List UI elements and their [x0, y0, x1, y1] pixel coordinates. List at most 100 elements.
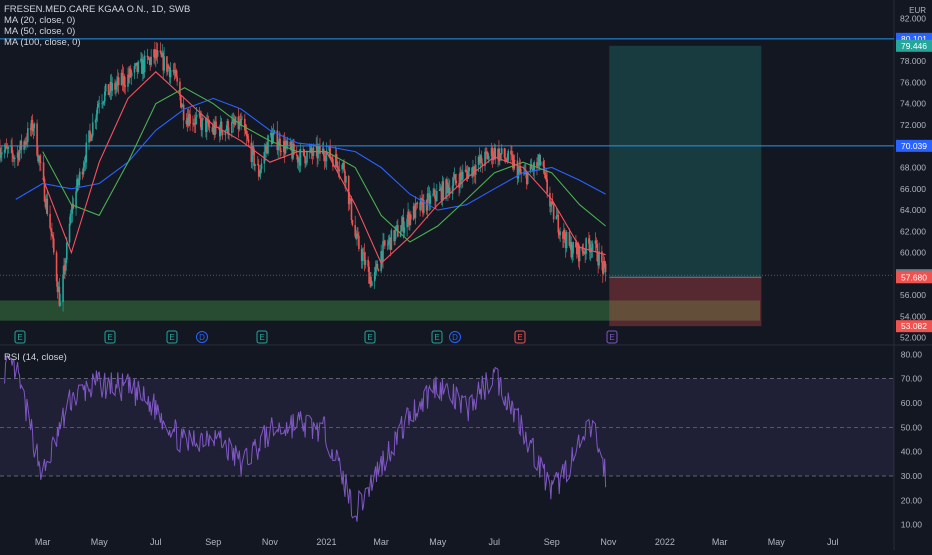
- candle-body[interactable]: [390, 230, 393, 250]
- candle-body[interactable]: [18, 150, 21, 161]
- candle-body[interactable]: [576, 247, 578, 255]
- candle-body[interactable]: [318, 145, 320, 150]
- candle-body[interactable]: [46, 198, 49, 214]
- candle-body[interactable]: [134, 64, 137, 66]
- candle-body[interactable]: [168, 67, 171, 78]
- candle-body[interactable]: [358, 235, 360, 249]
- candle-body[interactable]: [349, 198, 352, 200]
- candle-body[interactable]: [601, 251, 603, 263]
- candle-body[interactable]: [227, 121, 229, 135]
- candle-body[interactable]: [439, 187, 442, 190]
- candle-body[interactable]: [156, 50, 159, 57]
- candle-body[interactable]: [207, 120, 210, 127]
- candle-body[interactable]: [295, 154, 298, 156]
- candle-body[interactable]: [461, 171, 464, 180]
- candle-body[interactable]: [64, 265, 66, 271]
- candle-body[interactable]: [493, 148, 496, 157]
- candle-body[interactable]: [373, 272, 376, 282]
- candle-body[interactable]: [303, 149, 305, 157]
- candle-body[interactable]: [77, 179, 79, 186]
- candle-body[interactable]: [65, 259, 67, 271]
- candle-body[interactable]: [32, 128, 35, 132]
- candle-body[interactable]: [266, 145, 268, 154]
- candle-body[interactable]: [181, 104, 184, 107]
- candle-body[interactable]: [536, 162, 538, 167]
- candle-body[interactable]: [202, 118, 204, 119]
- candle-body[interactable]: [341, 164, 344, 170]
- candle-body[interactable]: [30, 119, 33, 130]
- candle-body[interactable]: [111, 83, 114, 91]
- candle-body[interactable]: [357, 233, 359, 236]
- candle-body[interactable]: [497, 148, 499, 160]
- candle-body[interactable]: [173, 71, 176, 74]
- candle-body[interactable]: [244, 118, 246, 131]
- candle-body[interactable]: [298, 157, 301, 166]
- candle-body[interactable]: [329, 146, 331, 158]
- ma100-legend[interactable]: MA (100, close, 0): [4, 37, 81, 48]
- candle-body[interactable]: [45, 198, 48, 208]
- candle-body[interactable]: [415, 203, 418, 205]
- candle-body[interactable]: [363, 252, 366, 265]
- candle-body[interactable]: [481, 163, 484, 166]
- candle-body[interactable]: [280, 150, 282, 153]
- candle-body[interactable]: [585, 238, 587, 254]
- candle-body[interactable]: [180, 95, 182, 108]
- candle-body[interactable]: [188, 114, 190, 126]
- candle-body[interactable]: [162, 53, 165, 71]
- candle-body[interactable]: [532, 168, 535, 172]
- candle-body[interactable]: [440, 187, 443, 201]
- candle-body[interactable]: [310, 147, 313, 154]
- earnings-icon[interactable]: [104, 330, 116, 344]
- candle-body[interactable]: [257, 164, 259, 165]
- candle-body[interactable]: [419, 202, 421, 211]
- candle-body[interactable]: [172, 69, 175, 72]
- candle-body[interactable]: [343, 162, 345, 172]
- candle-body[interactable]: [556, 214, 559, 217]
- candle-body[interactable]: [6, 147, 9, 149]
- candle-body[interactable]: [546, 179, 548, 193]
- candle-body[interactable]: [427, 193, 430, 194]
- candle-body[interactable]: [231, 121, 233, 134]
- earnings-icon[interactable]: [14, 330, 26, 344]
- candle-body[interactable]: [185, 120, 188, 125]
- candle-body[interactable]: [472, 166, 474, 177]
- candle-body[interactable]: [471, 167, 473, 177]
- candle-body[interactable]: [328, 146, 331, 151]
- candle-body[interactable]: [253, 149, 255, 167]
- candle-body[interactable]: [71, 203, 74, 214]
- candle-body[interactable]: [602, 262, 604, 274]
- candle-body[interactable]: [584, 251, 586, 254]
- candle-body[interactable]: [317, 149, 319, 159]
- candle-body[interactable]: [403, 227, 406, 233]
- candle-body[interactable]: [91, 135, 93, 141]
- candle-body[interactable]: [292, 143, 294, 159]
- candle-body[interactable]: [297, 157, 300, 163]
- candle-body[interactable]: [563, 229, 566, 240]
- candle-body[interactable]: [597, 261, 599, 266]
- candle-body[interactable]: [487, 155, 490, 160]
- candle-body[interactable]: [519, 166, 522, 173]
- candle-body[interactable]: [518, 166, 521, 170]
- candle-body[interactable]: [494, 148, 497, 160]
- candle-body[interactable]: [442, 181, 445, 199]
- candle-body[interactable]: [530, 164, 533, 169]
- candle-body[interactable]: [11, 146, 13, 154]
- candle-body[interactable]: [161, 53, 164, 57]
- candle-body[interactable]: [459, 172, 461, 188]
- candle-body[interactable]: [238, 121, 241, 130]
- candle-body[interactable]: [381, 251, 383, 261]
- candle-body[interactable]: [44, 201, 47, 208]
- candle-body[interactable]: [12, 153, 14, 158]
- candle-body[interactable]: [225, 129, 228, 131]
- candle-body[interactable]: [388, 237, 391, 242]
- candle-body[interactable]: [500, 148, 503, 155]
- ma20-line[interactable]: [42, 71, 606, 265]
- candle-body[interactable]: [101, 102, 103, 104]
- candle-body[interactable]: [429, 195, 432, 204]
- candle-body[interactable]: [264, 151, 267, 153]
- candle-body[interactable]: [531, 168, 534, 170]
- candle-body[interactable]: [206, 120, 208, 133]
- candle-body[interactable]: [402, 217, 405, 233]
- candle-body[interactable]: [465, 169, 468, 173]
- candle-body[interactable]: [233, 124, 236, 125]
